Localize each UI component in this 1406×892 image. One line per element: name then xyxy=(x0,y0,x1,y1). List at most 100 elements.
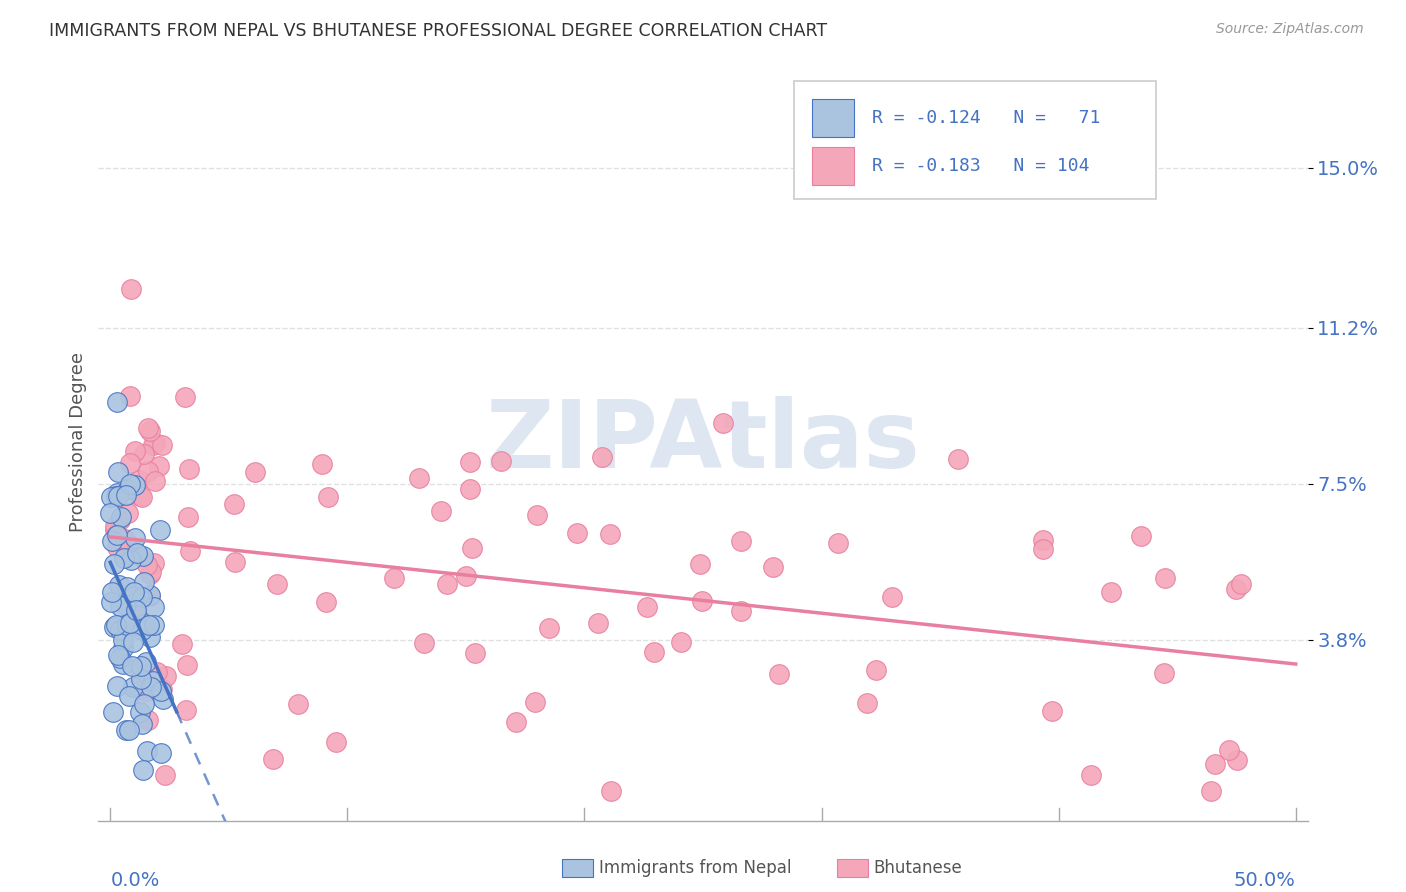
Point xyxy=(132,447,155,461)
Point xyxy=(139,566,162,580)
Point xyxy=(458,455,481,469)
Point xyxy=(325,735,347,749)
Point xyxy=(315,595,337,609)
Point xyxy=(122,585,145,599)
Point xyxy=(103,558,125,572)
Point xyxy=(150,438,173,452)
Point xyxy=(1204,757,1226,772)
Point xyxy=(118,616,141,631)
Point xyxy=(143,599,166,614)
Point xyxy=(142,674,165,689)
Point xyxy=(311,458,333,472)
FancyBboxPatch shape xyxy=(811,147,855,186)
Point xyxy=(105,540,128,554)
Point xyxy=(128,473,150,487)
Point xyxy=(136,558,159,573)
Point xyxy=(669,635,692,649)
Point xyxy=(149,523,172,537)
Text: IMMIGRANTS FROM NEPAL VS BHUTANESE PROFESSIONAL DEGREE CORRELATION CHART: IMMIGRANTS FROM NEPAL VS BHUTANESE PROFE… xyxy=(49,22,827,40)
Text: ZIPAtlas: ZIPAtlas xyxy=(485,395,921,488)
Point xyxy=(505,715,527,730)
Point xyxy=(464,646,486,660)
Point xyxy=(524,695,547,709)
Point xyxy=(142,556,165,570)
Point xyxy=(122,589,145,603)
Point xyxy=(139,566,162,581)
Text: R = -0.183   N = 104: R = -0.183 N = 104 xyxy=(872,157,1090,176)
Point xyxy=(150,681,173,696)
Point xyxy=(120,456,142,470)
Point xyxy=(176,658,198,673)
Point xyxy=(643,645,665,659)
Point xyxy=(114,723,136,737)
Point xyxy=(1099,585,1122,599)
Point xyxy=(138,424,160,438)
Point xyxy=(124,532,146,546)
Point xyxy=(118,723,141,737)
Point xyxy=(408,471,430,485)
Point xyxy=(1225,582,1247,597)
Text: 50.0%: 50.0% xyxy=(1234,871,1296,890)
Point xyxy=(129,664,152,678)
Point xyxy=(179,543,201,558)
Point xyxy=(454,569,477,583)
Text: Source: ZipAtlas.com: Source: ZipAtlas.com xyxy=(1216,22,1364,37)
Point xyxy=(107,648,129,662)
Point xyxy=(105,395,128,409)
Point xyxy=(143,436,166,450)
Point xyxy=(567,526,589,541)
Point xyxy=(112,551,135,566)
Point xyxy=(155,668,177,682)
Point xyxy=(224,497,246,511)
Point xyxy=(146,665,169,680)
Point xyxy=(460,541,482,555)
Point xyxy=(124,477,146,491)
Point xyxy=(243,465,266,479)
Point xyxy=(136,744,159,758)
Point xyxy=(526,508,548,522)
Point xyxy=(430,504,453,518)
Point xyxy=(179,462,201,476)
Point xyxy=(103,620,125,634)
Point xyxy=(108,623,131,637)
Point xyxy=(1199,784,1222,798)
Point xyxy=(1032,533,1054,547)
Point xyxy=(139,681,162,695)
Text: Bhutanese: Bhutanese xyxy=(873,859,962,877)
Point xyxy=(316,490,339,504)
Point xyxy=(262,751,284,765)
FancyBboxPatch shape xyxy=(811,99,855,136)
Point xyxy=(131,716,153,731)
Point xyxy=(599,526,621,541)
Point xyxy=(177,510,200,524)
Point xyxy=(107,465,129,479)
Point xyxy=(100,490,122,504)
Point xyxy=(117,483,139,497)
Point xyxy=(128,589,150,603)
Point xyxy=(132,764,155,778)
Point xyxy=(489,454,512,468)
Point xyxy=(111,657,134,671)
Point xyxy=(124,443,146,458)
Point xyxy=(101,584,124,599)
Point xyxy=(108,599,131,613)
Point xyxy=(117,506,139,520)
Point xyxy=(152,692,174,706)
Point xyxy=(122,634,145,648)
Point xyxy=(1153,666,1175,681)
Point xyxy=(132,549,155,563)
Point xyxy=(120,389,142,403)
Point xyxy=(150,683,173,698)
Point xyxy=(1218,743,1240,757)
Point xyxy=(127,548,149,562)
Point xyxy=(153,768,176,782)
Point xyxy=(636,599,658,614)
Point xyxy=(690,594,713,608)
Point xyxy=(115,488,138,502)
Point xyxy=(128,705,150,719)
Point xyxy=(104,519,127,533)
Point xyxy=(136,464,159,478)
Point xyxy=(131,591,153,605)
Point xyxy=(436,577,458,591)
Point xyxy=(948,451,970,466)
